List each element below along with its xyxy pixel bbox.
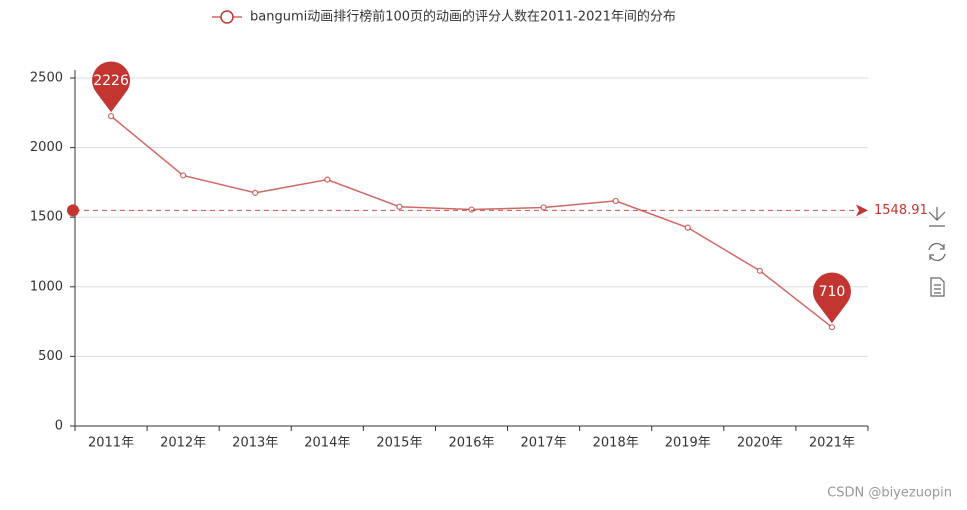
data-view-icon[interactable] <box>930 277 945 297</box>
mark-pin-label: 2226 <box>93 73 129 89</box>
x-tick-label: 2017年 <box>521 436 567 451</box>
x-tick-label: 2016年 <box>448 436 494 451</box>
legend-label: bangumi动画排行榜前100页的动画的评分人数在2011-2021年间的分布 <box>250 9 676 25</box>
data-point <box>756 267 763 274</box>
data-point <box>252 189 259 196</box>
data-point <box>684 224 691 231</box>
x-tick-label: 2013年 <box>232 436 278 451</box>
watermark: CSDN @biyezuopin <box>827 486 952 501</box>
mark-pin-label: 710 <box>819 284 846 300</box>
data-point <box>828 324 836 331</box>
toolbox[interactable] <box>928 207 946 297</box>
data-point <box>324 176 331 183</box>
data-point <box>107 113 115 120</box>
x-tick-label: 2020年 <box>737 436 783 451</box>
y-tick-label: 2000 <box>30 140 63 155</box>
save-icon[interactable] <box>928 207 946 227</box>
y-tick-label: 1000 <box>30 279 63 294</box>
x-tick-label: 2012年 <box>160 436 206 451</box>
y-tick-label: 1500 <box>30 210 63 225</box>
y-tick-label: 0 <box>55 419 63 434</box>
x-tick-label: 2021年 <box>809 436 855 451</box>
y-tick-label: 500 <box>38 349 63 364</box>
y-tick-label: 2500 <box>30 71 63 86</box>
data-point <box>180 172 187 179</box>
x-tick-label: 2015年 <box>376 436 422 451</box>
legend-marker <box>220 10 234 24</box>
average-start <box>67 204 79 217</box>
x-tick-label: 2018年 <box>593 436 639 451</box>
x-tick-label: 2014年 <box>304 436 350 451</box>
x-tick-label: 2019年 <box>665 436 711 451</box>
average-label: 1548.91 <box>874 203 928 218</box>
restore-icon[interactable] <box>928 242 946 262</box>
mark-pin <box>92 61 131 113</box>
data-point <box>396 203 403 210</box>
data-point <box>468 206 475 213</box>
data-point <box>540 204 547 211</box>
data-point <box>612 197 619 205</box>
average-arrow <box>856 204 868 217</box>
mark-pin <box>812 272 851 324</box>
x-tick-label: 2011年 <box>88 436 134 451</box>
